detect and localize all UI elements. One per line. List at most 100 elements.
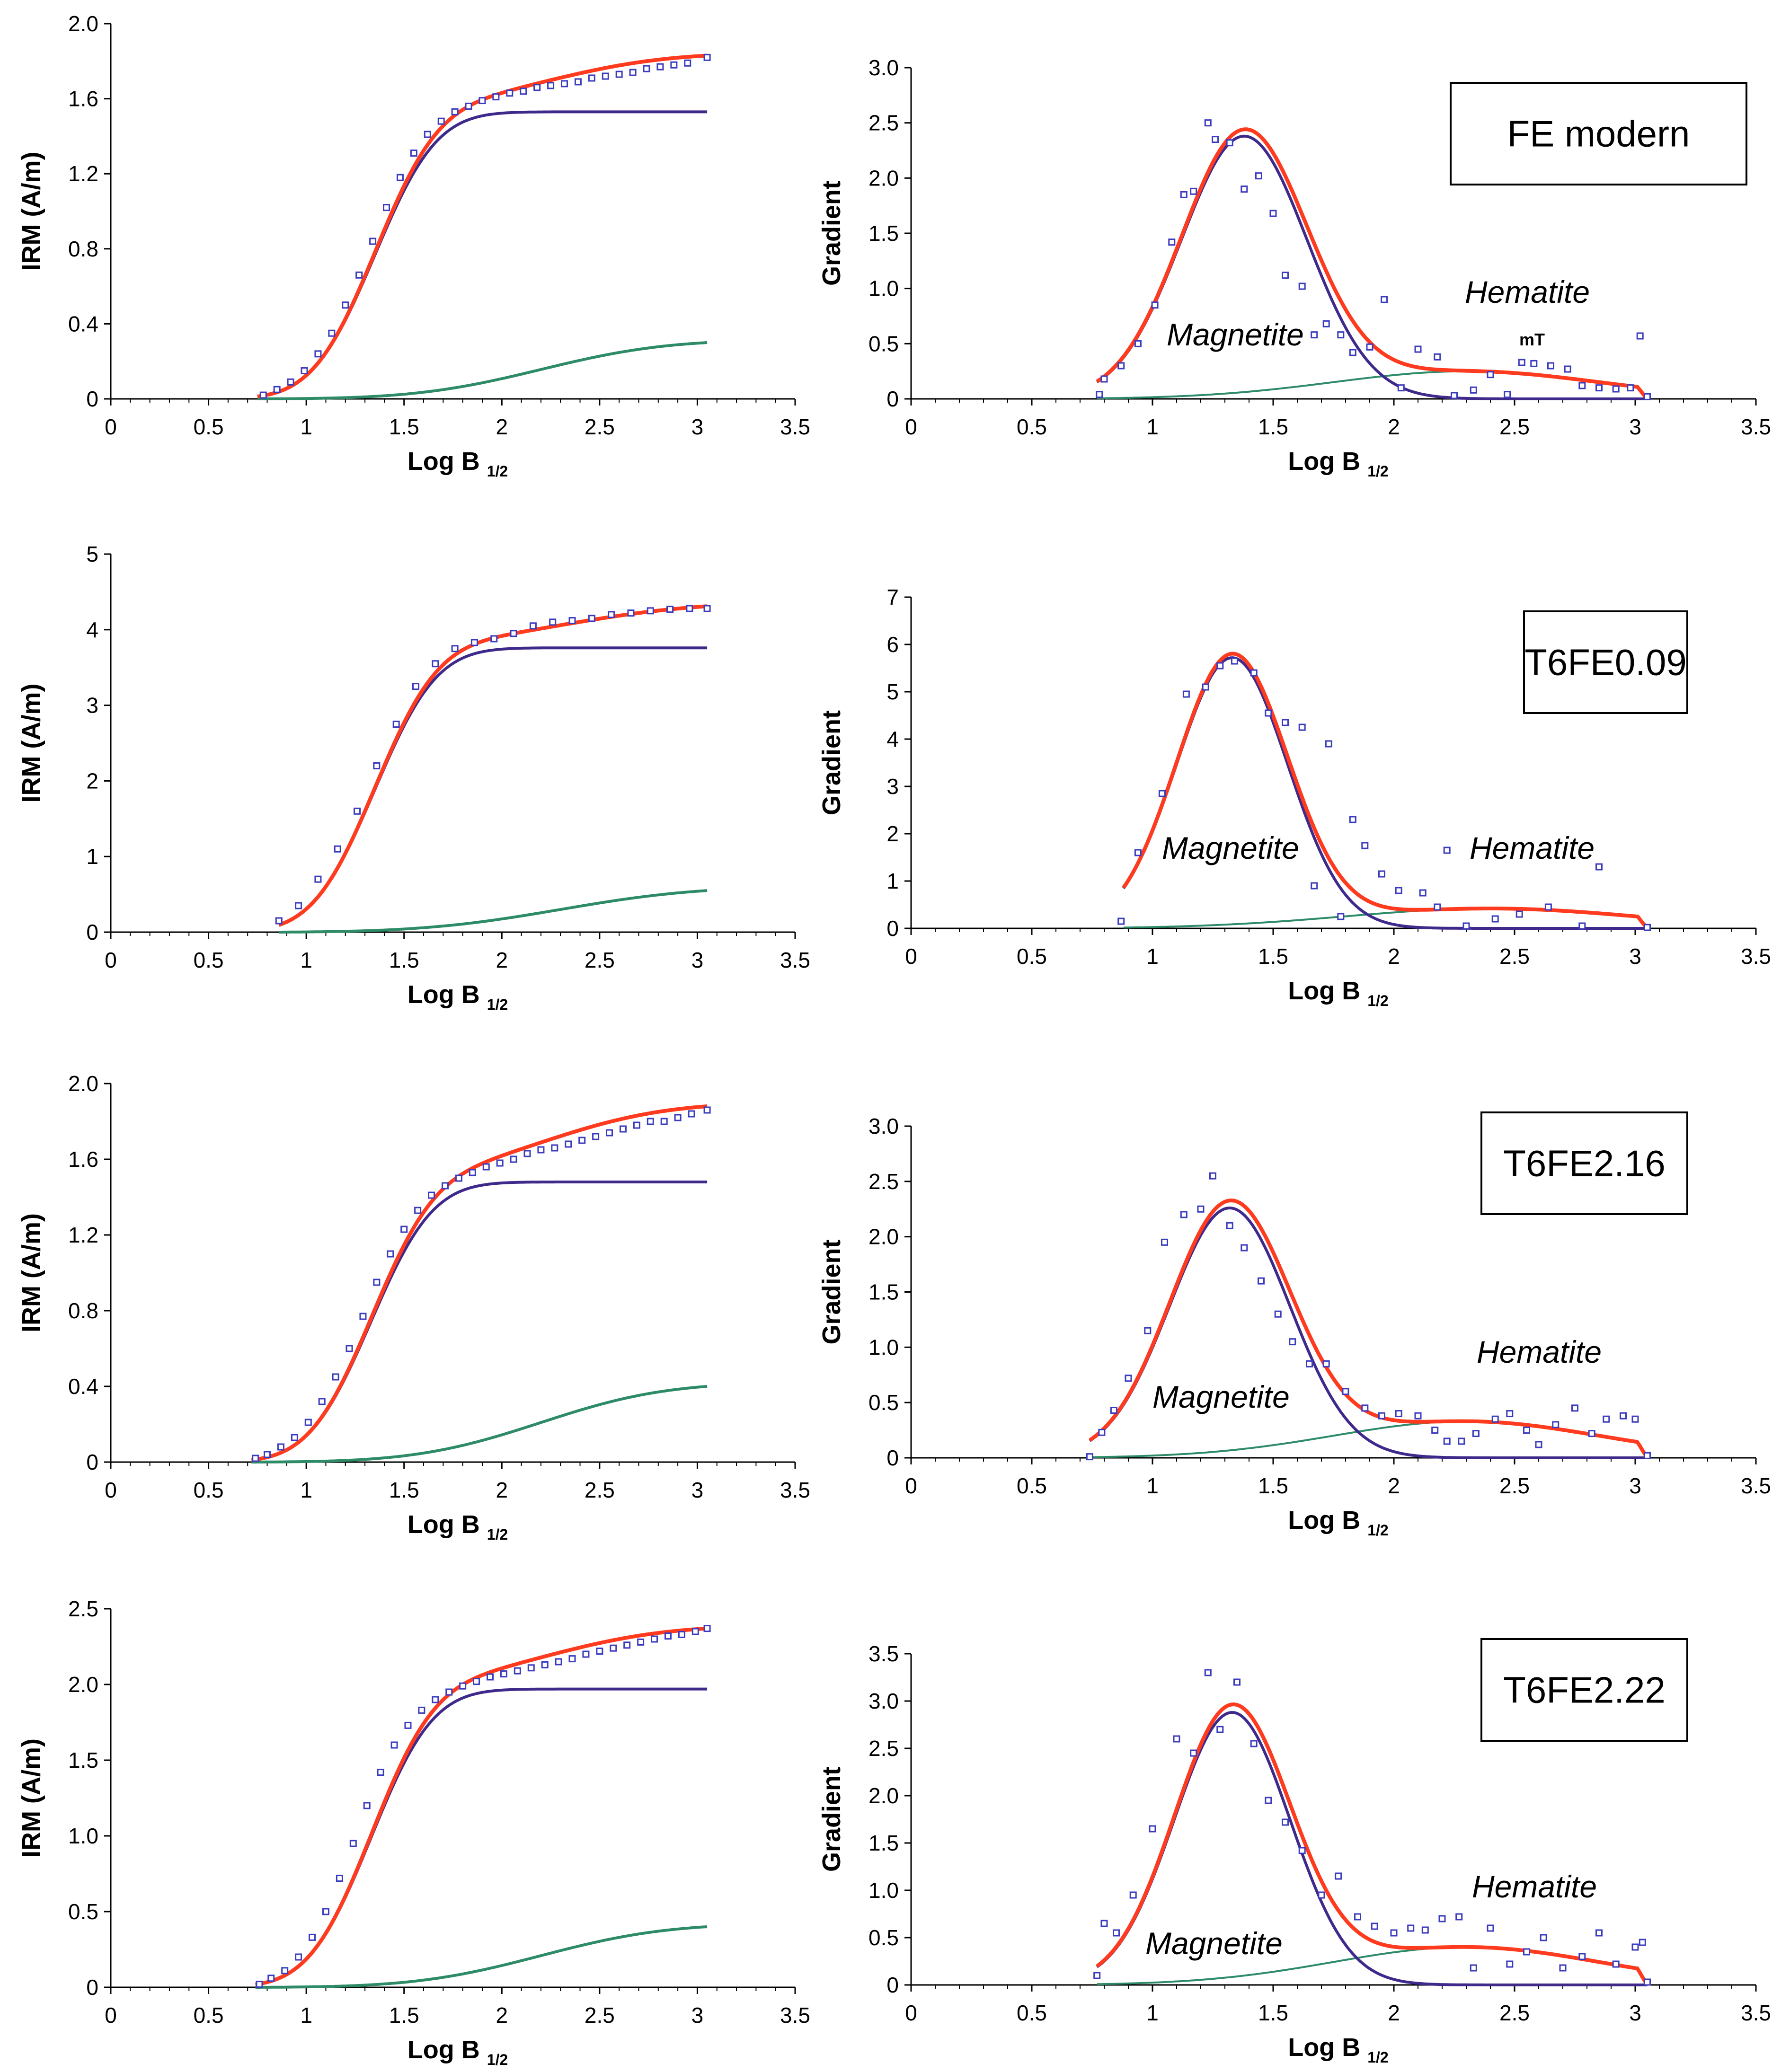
data-point-measured bbox=[1113, 1929, 1120, 1937]
x-tick-label: 3.5 bbox=[1741, 414, 1771, 439]
data-point-measured bbox=[1530, 360, 1538, 367]
x-tick-label: 2 bbox=[496, 2003, 508, 2028]
data-point-measured bbox=[1265, 1797, 1272, 1804]
data-point-measured bbox=[441, 1182, 449, 1190]
data-point-measured bbox=[1349, 816, 1356, 823]
series-hematite bbox=[1097, 370, 1648, 400]
data-point-measured bbox=[1455, 1913, 1463, 1921]
data-point-measured bbox=[684, 59, 691, 67]
data-point-measured bbox=[629, 69, 637, 76]
y-tick-label: 5 bbox=[886, 679, 899, 704]
x-axis-title-subscript: 1/2 bbox=[1367, 2049, 1388, 2066]
data-point-measured bbox=[281, 1967, 289, 1975]
x-axis-title-subscript: 1/2 bbox=[1367, 1522, 1388, 1539]
data-point-measured bbox=[1086, 1453, 1093, 1461]
data-point-measured bbox=[383, 204, 390, 212]
data-point-measured bbox=[349, 1840, 357, 1847]
data-point-measured bbox=[479, 97, 486, 105]
x-tick-label: 0.5 bbox=[1017, 944, 1047, 969]
data-point-measured bbox=[390, 1741, 398, 1749]
y-axis-title: IRM (A/m) bbox=[17, 1213, 45, 1332]
data-point-measured bbox=[1431, 1427, 1439, 1434]
data-point-measured bbox=[1255, 172, 1262, 180]
data-point-measured bbox=[1395, 887, 1402, 894]
y-tick-label: 1.5 bbox=[868, 1280, 899, 1305]
series-hematite bbox=[279, 889, 708, 934]
y-tick-label: 0.5 bbox=[68, 1899, 98, 1924]
x-tick-label: 0 bbox=[905, 944, 917, 969]
data-point-measured bbox=[1161, 1238, 1168, 1246]
data-point-measured bbox=[547, 82, 555, 89]
y-tick-label: 2.5 bbox=[868, 111, 899, 135]
annotation-hematite: Hematite bbox=[1477, 1334, 1602, 1369]
data-point-measured bbox=[1282, 719, 1289, 726]
x-axis-title-subscript: 1/2 bbox=[487, 1526, 508, 1543]
annotation-hematite: Hematite bbox=[1465, 274, 1590, 309]
data-point-measured bbox=[1250, 1740, 1258, 1747]
y-tick-label: 3 bbox=[886, 774, 899, 799]
data-point-measured bbox=[1559, 1964, 1567, 1972]
x-tick-label: 3 bbox=[1629, 2001, 1641, 2025]
data-point-measured bbox=[1093, 1972, 1101, 1979]
data-point-measured bbox=[555, 1658, 562, 1666]
data-point-measured bbox=[1491, 1415, 1499, 1423]
data-point-measured bbox=[1298, 282, 1306, 290]
data-point-measured bbox=[1397, 384, 1405, 392]
data-point-measured bbox=[1151, 301, 1159, 309]
data-point-measured bbox=[1182, 690, 1190, 698]
data-point-measured bbox=[1578, 922, 1586, 930]
y-tick-label: 1 bbox=[886, 869, 899, 893]
x-tick-label: 2 bbox=[1388, 944, 1400, 969]
chart-panel-6: 0 0.5 1 1.5 2 2.5 3 3.5 0 0.5 1.0 1.5 2.0 2.5 3.0 Log B… bbox=[817, 1111, 1771, 1539]
data-point-measured bbox=[1168, 238, 1176, 246]
data-point-measured bbox=[1274, 1310, 1282, 1318]
data-point-measured bbox=[1434, 353, 1441, 361]
y-axis-title: IRM (A/m) bbox=[17, 152, 45, 271]
data-point-measured bbox=[252, 1455, 259, 1462]
y-tick-label: 2.0 bbox=[68, 1672, 98, 1697]
series-total bbox=[251, 1104, 708, 1462]
data-point-measured bbox=[1395, 1410, 1402, 1418]
data-point-measured bbox=[703, 53, 711, 61]
y-axis-title: Gradient bbox=[817, 710, 846, 815]
data-point-measured bbox=[506, 89, 514, 97]
data-point-measured bbox=[490, 635, 498, 643]
x-axis-title: Log B 1/2 bbox=[408, 1510, 508, 1543]
y-axis-title: Gradient bbox=[817, 1239, 846, 1344]
data-point-measured bbox=[1443, 846, 1451, 854]
data-point-measured bbox=[1209, 1172, 1216, 1180]
data-point-measured bbox=[588, 74, 595, 82]
data-point-measured bbox=[414, 1207, 422, 1214]
x-axis-title-subscript: 1/2 bbox=[487, 463, 508, 480]
x-tick-label: 3 bbox=[691, 948, 704, 972]
data-point-measured bbox=[473, 1678, 480, 1685]
data-point-measured bbox=[1644, 1452, 1651, 1459]
data-point-measured bbox=[455, 1174, 462, 1182]
data-point-measured bbox=[647, 1118, 654, 1125]
x-tick-label: 2.5 bbox=[1499, 2001, 1530, 2025]
x-tick-label: 2.5 bbox=[585, 414, 615, 439]
data-point-measured bbox=[1282, 272, 1289, 279]
x-tick-label: 2.5 bbox=[585, 1478, 615, 1502]
data-point-measured bbox=[1202, 683, 1209, 691]
data-point-measured bbox=[1231, 657, 1238, 665]
y-tick-label: 1.6 bbox=[68, 1147, 98, 1172]
data-point-measured bbox=[470, 639, 478, 646]
x-axis-title-subscript: 1/2 bbox=[487, 996, 508, 1013]
data-point-measured bbox=[1098, 1428, 1106, 1436]
data-point-measured bbox=[588, 615, 595, 622]
x-tick-label: 0 bbox=[905, 2001, 917, 2025]
data-point-measured bbox=[291, 1434, 298, 1441]
data-point-measured bbox=[660, 1118, 668, 1125]
y-tick-label: 1.5 bbox=[68, 1748, 98, 1772]
data-point-measured bbox=[1144, 1327, 1152, 1334]
data-point-measured bbox=[418, 1706, 425, 1714]
data-point-measured bbox=[703, 1106, 711, 1114]
x-tick-label: 2.5 bbox=[1499, 414, 1530, 439]
x-tick-label: 0.5 bbox=[194, 2003, 224, 2028]
x-tick-label: 0.5 bbox=[1017, 1473, 1047, 1498]
data-point-measured bbox=[437, 117, 445, 125]
y-tick-label: 0 bbox=[886, 1973, 899, 1997]
y-tick-label: 0 bbox=[86, 1450, 98, 1474]
data-point-measured bbox=[686, 605, 693, 612]
